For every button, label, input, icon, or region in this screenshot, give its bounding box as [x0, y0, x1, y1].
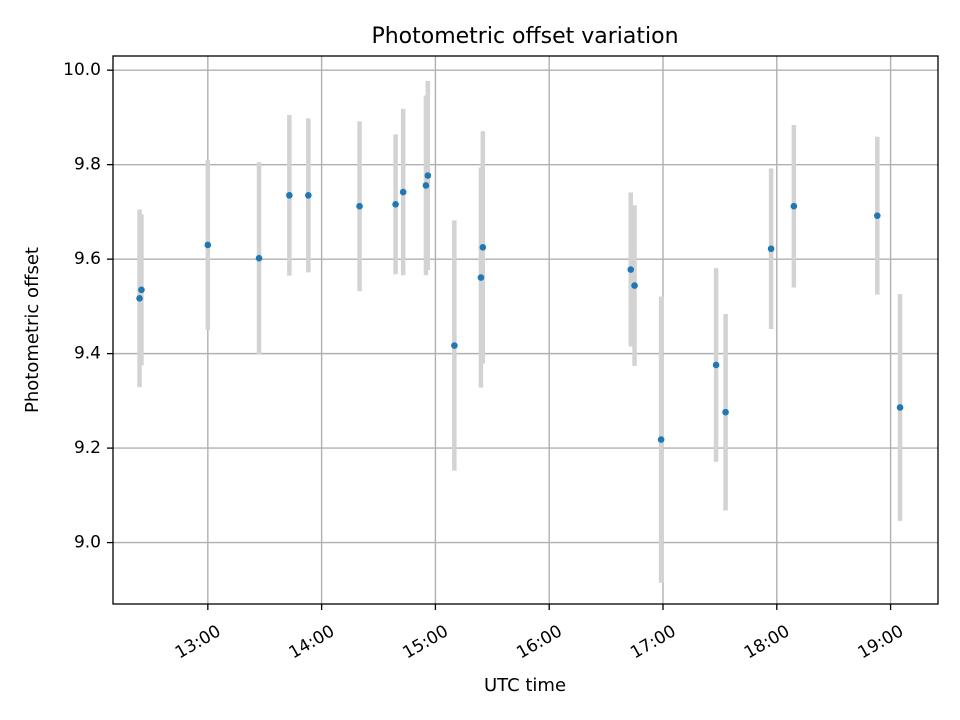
data-points [136, 172, 904, 443]
data-point [356, 202, 363, 210]
y-tick-label: 9.6 [74, 249, 101, 269]
plot-frame [112, 55, 939, 605]
data-point [204, 241, 212, 249]
data-point [874, 212, 881, 219]
x-axis-label: UTC time [484, 675, 566, 696]
data-point [767, 245, 775, 253]
y-tick-label: 9.8 [74, 155, 101, 175]
data-point [657, 436, 665, 443]
data-point [399, 188, 407, 196]
data-point [136, 295, 143, 302]
y-axis-ticks: 9.0 9.2 9.4 9.6 9.8 10.0 [63, 60, 113, 553]
data-point [790, 202, 798, 210]
data-point [422, 182, 430, 189]
y-axis-label: Photometric offset [22, 247, 43, 413]
data-point [424, 172, 432, 179]
y-tick-label: 9.2 [74, 438, 101, 458]
chart-title: Photometric offset variation [371, 24, 678, 49]
data-point [305, 192, 312, 199]
y-tick-label: 10.0 [63, 60, 101, 80]
y-tick-label: 9.4 [74, 344, 101, 364]
data-point [286, 192, 293, 199]
grid [113, 56, 938, 604]
data-point [255, 254, 263, 262]
data-point [627, 266, 635, 273]
data-point [712, 361, 720, 369]
data-point [722, 408, 729, 416]
data-point [138, 286, 145, 294]
data-point [631, 282, 638, 289]
y-tick-label: 9.0 [74, 533, 101, 553]
data-point [451, 342, 458, 349]
data-point [477, 274, 485, 281]
data-point [392, 201, 399, 208]
data-point [479, 244, 487, 251]
data-point [896, 404, 904, 411]
